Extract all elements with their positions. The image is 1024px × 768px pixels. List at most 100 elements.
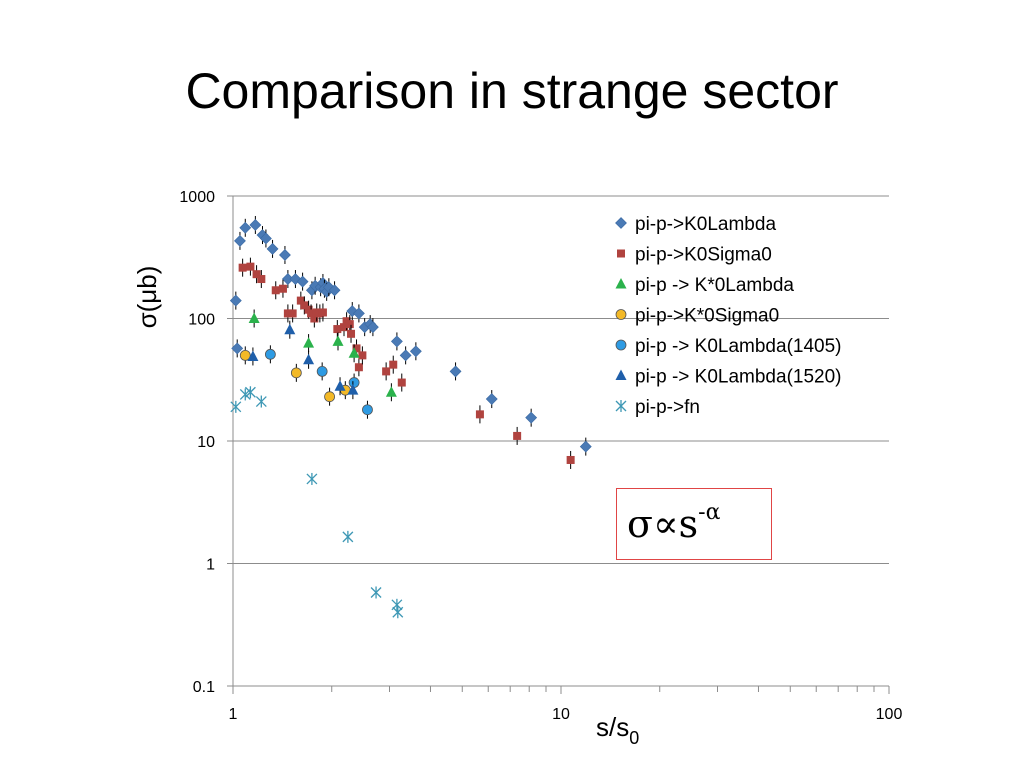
data-point — [566, 455, 575, 464]
x-axis-title-main: s/s — [596, 712, 629, 742]
data-point — [303, 353, 315, 365]
data-point — [475, 410, 484, 419]
data-point — [307, 309, 316, 318]
data-point — [244, 386, 256, 399]
data-point — [485, 393, 498, 405]
data-point — [397, 378, 406, 387]
legend-marker — [615, 369, 627, 380]
axis-titles: s/s0 σ(μb) — [132, 266, 639, 748]
legend-marker — [615, 217, 627, 229]
data-point — [239, 349, 251, 361]
data-point — [229, 294, 242, 307]
data-point — [579, 440, 592, 453]
slide-title: Comparison in strange sector — [185, 63, 839, 119]
data-point — [303, 337, 315, 348]
data-point — [334, 380, 346, 391]
legend-label: pi-p -> K*0Lambda — [635, 275, 794, 296]
data-point — [249, 219, 262, 231]
grid-lines — [233, 195, 889, 687]
legend-marker — [615, 278, 627, 289]
data-point — [366, 321, 379, 334]
legend-label: pi-p -> K0Lambda(1520) — [635, 367, 842, 388]
data-point — [266, 242, 279, 255]
y-tick-label: 10 — [197, 434, 215, 451]
data-point — [333, 325, 342, 334]
legend-label: pi-p->K*0Sigma0 — [635, 306, 779, 327]
data-point — [358, 351, 367, 360]
y-axis-title: σ(μb) — [132, 266, 162, 329]
data-point — [449, 365, 462, 378]
data-point — [264, 348, 276, 360]
data-point — [385, 386, 397, 397]
data-point — [296, 275, 309, 288]
data-point — [255, 395, 267, 408]
axes — [227, 195, 890, 694]
data-point — [234, 234, 246, 247]
data-point — [257, 275, 266, 284]
data-point — [318, 308, 327, 317]
x-axis-title-sub: 0 — [629, 728, 639, 748]
data-point — [399, 349, 412, 362]
series-0 — [229, 215, 592, 456]
legend-label: pi-p->fn — [635, 397, 700, 418]
data-point — [392, 606, 404, 619]
x-axis-title: s/s0 — [596, 712, 639, 748]
series-2 — [248, 309, 397, 402]
data-point — [348, 347, 360, 358]
formula-box: σ∝s-α — [616, 488, 772, 560]
data-point — [316, 365, 328, 377]
legend-marker — [615, 339, 627, 351]
data-point — [288, 309, 297, 318]
y-tick-label: 1000 — [179, 189, 215, 206]
legend-marker — [615, 309, 627, 320]
legend-item: pi-p->K*0Sigma0 — [615, 306, 779, 327]
data-point — [283, 309, 292, 318]
series-4 — [264, 345, 373, 419]
data-point — [342, 530, 354, 543]
data-point — [332, 335, 344, 346]
data-point — [296, 296, 305, 305]
data-point — [300, 301, 309, 310]
legend-item: pi-p -> K*0Lambda — [615, 275, 794, 296]
data-point — [231, 342, 244, 355]
power-law-formula: σ∝s-α — [627, 502, 720, 546]
data-point — [354, 363, 363, 372]
series-6 — [230, 386, 404, 619]
data-point — [345, 320, 354, 329]
data-point — [324, 391, 335, 403]
data-point — [230, 400, 242, 413]
data-point — [279, 249, 291, 261]
data-point — [409, 345, 422, 358]
data-point — [390, 335, 403, 348]
data-point — [340, 323, 349, 332]
y-tick-label: 100 — [188, 312, 215, 329]
legend-item: pi-p->fn — [615, 397, 700, 418]
data-point — [352, 307, 365, 320]
data-point — [239, 221, 252, 234]
data-point — [278, 284, 287, 293]
data-point — [310, 314, 319, 323]
data-point — [246, 262, 255, 271]
legend-label: pi-p->K0Sigma0 — [635, 245, 772, 266]
legend-marker — [615, 400, 627, 412]
data-point — [328, 284, 341, 297]
formula-exponent: -α — [698, 500, 721, 526]
legend-item: pi-p -> K0Lambda(1405) — [615, 336, 842, 357]
formula-base: σ∝s — [627, 502, 699, 546]
data-point — [248, 312, 260, 323]
data-point — [271, 286, 280, 295]
data-point — [252, 270, 261, 279]
data-point — [389, 360, 398, 369]
data-points — [229, 215, 592, 619]
data-point — [348, 377, 360, 388]
legend-label: pi-p->K0Lambda — [635, 214, 776, 235]
x-tick-label: 10 — [552, 706, 570, 723]
legend-item: pi-p -> K0Lambda(1520) — [615, 367, 842, 388]
data-point — [513, 431, 522, 440]
series-1 — [238, 257, 575, 469]
data-point — [247, 350, 259, 361]
data-point — [352, 344, 361, 353]
data-point — [284, 323, 296, 335]
series-5 — [247, 320, 359, 400]
